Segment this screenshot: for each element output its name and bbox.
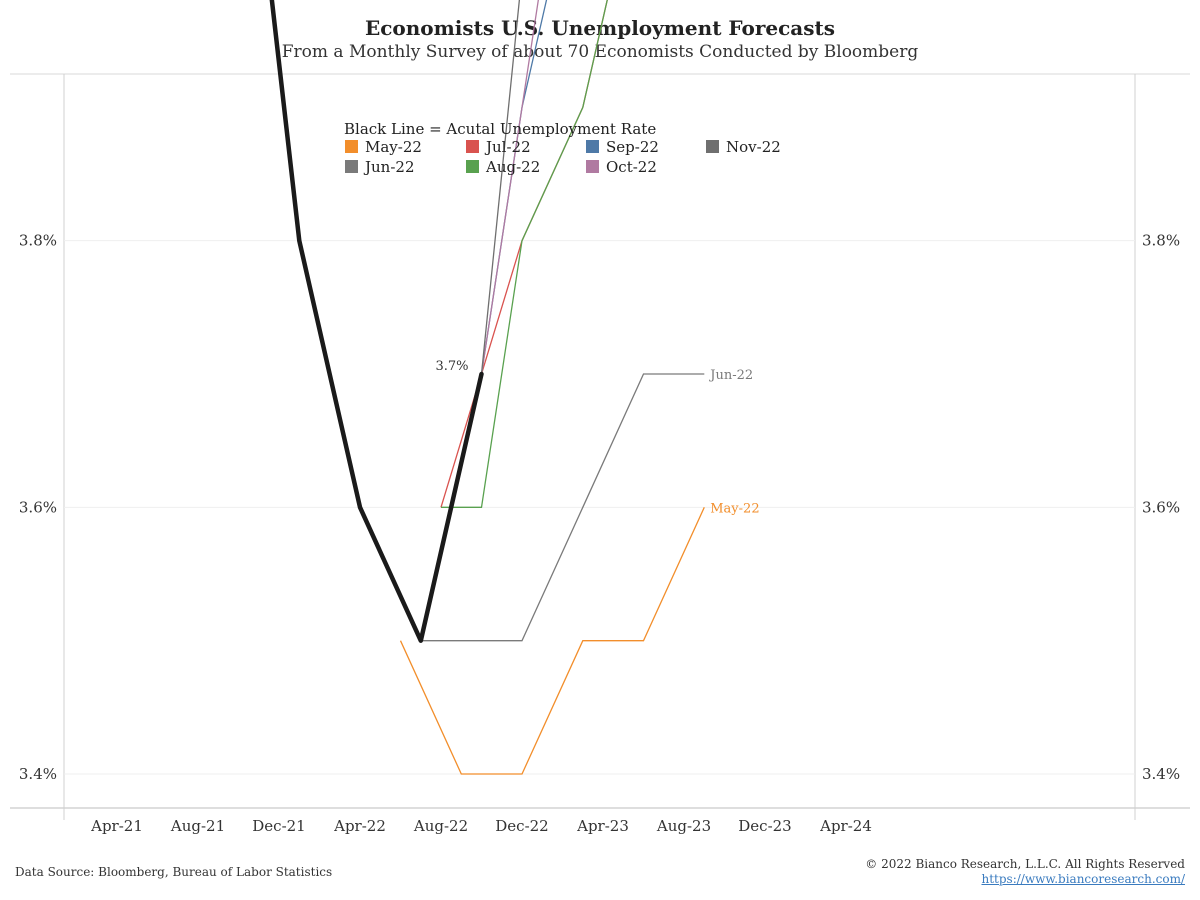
series-line-sep-22 [480, 0, 548, 375]
x-tick-label: Apr-21 [90, 817, 143, 835]
legend-swatch [586, 160, 599, 173]
legend-swatch [345, 140, 358, 153]
legend-swatch [586, 140, 599, 153]
copyright-text: © 2022 Bianco Research, L.L.C. All Right… [865, 857, 1185, 871]
series-end-label: Jun-22 [708, 368, 753, 383]
legend-item-label: May-22 [365, 138, 422, 156]
actual-value-label: 3.7% [435, 359, 468, 374]
series-line-jul-22 [440, 0, 608, 508]
legend-item-label: Sep-22 [606, 138, 659, 156]
x-tick-label: Dec-21 [252, 817, 305, 835]
series-line-jun-22 [420, 373, 705, 642]
x-tick-label: Aug-21 [170, 817, 225, 835]
legend-item-label: Jun-22 [363, 158, 415, 176]
legend-item-label: Jul-22 [484, 138, 531, 156]
data-source-note: Data Source: Bloomberg, Bureau of Labor … [15, 865, 333, 879]
legend-item-label: Oct-22 [606, 158, 657, 176]
legend-swatch [466, 140, 479, 153]
x-tick-label: Apr-23 [576, 817, 629, 835]
x-tick-label: Apr-24 [819, 817, 872, 835]
legend-title: Black Line = Acutal Unemployment Rate [344, 120, 656, 138]
series-line-aug-22 [441, 0, 608, 508]
x-tick-label: Dec-23 [738, 817, 791, 835]
series-line-may-22 [399, 507, 705, 775]
y-tick-label-right: 3.4% [1142, 765, 1180, 783]
y-tick-label-left: 3.8% [19, 232, 57, 250]
legend-swatch [345, 160, 358, 173]
legend-item-label: Nov-22 [726, 138, 781, 156]
x-tick-label: Aug-22 [413, 817, 468, 835]
x-tick-label: Dec-22 [495, 817, 548, 835]
website-link[interactable]: https://www.biancoresearch.com/ [981, 872, 1185, 886]
legend-swatch [706, 140, 719, 153]
legend-item-label: Aug-22 [485, 158, 540, 176]
chart-subtitle: From a Monthly Survey of about 70 Econom… [281, 42, 919, 62]
y-tick-label-left: 3.6% [19, 498, 57, 516]
series-end-label: May-22 [710, 501, 759, 516]
y-tick-label-right: 3.6% [1142, 498, 1180, 516]
chart-title: Economists U.S. Unemployment Forecasts [365, 16, 835, 40]
series-line-nov-22 [480, 0, 521, 375]
series-line-oct-22 [480, 0, 539, 375]
actual-unemployment-line [269, 0, 484, 643]
legend-swatch [466, 160, 479, 173]
x-tick-label: Apr-22 [333, 817, 386, 835]
copyright-block: © 2022 Bianco Research, L.L.C. All Right… [865, 857, 1185, 887]
y-tick-label-left: 3.4% [19, 765, 57, 783]
x-tick-label: Aug-23 [656, 817, 711, 835]
y-tick-label-right: 3.8% [1142, 232, 1180, 250]
